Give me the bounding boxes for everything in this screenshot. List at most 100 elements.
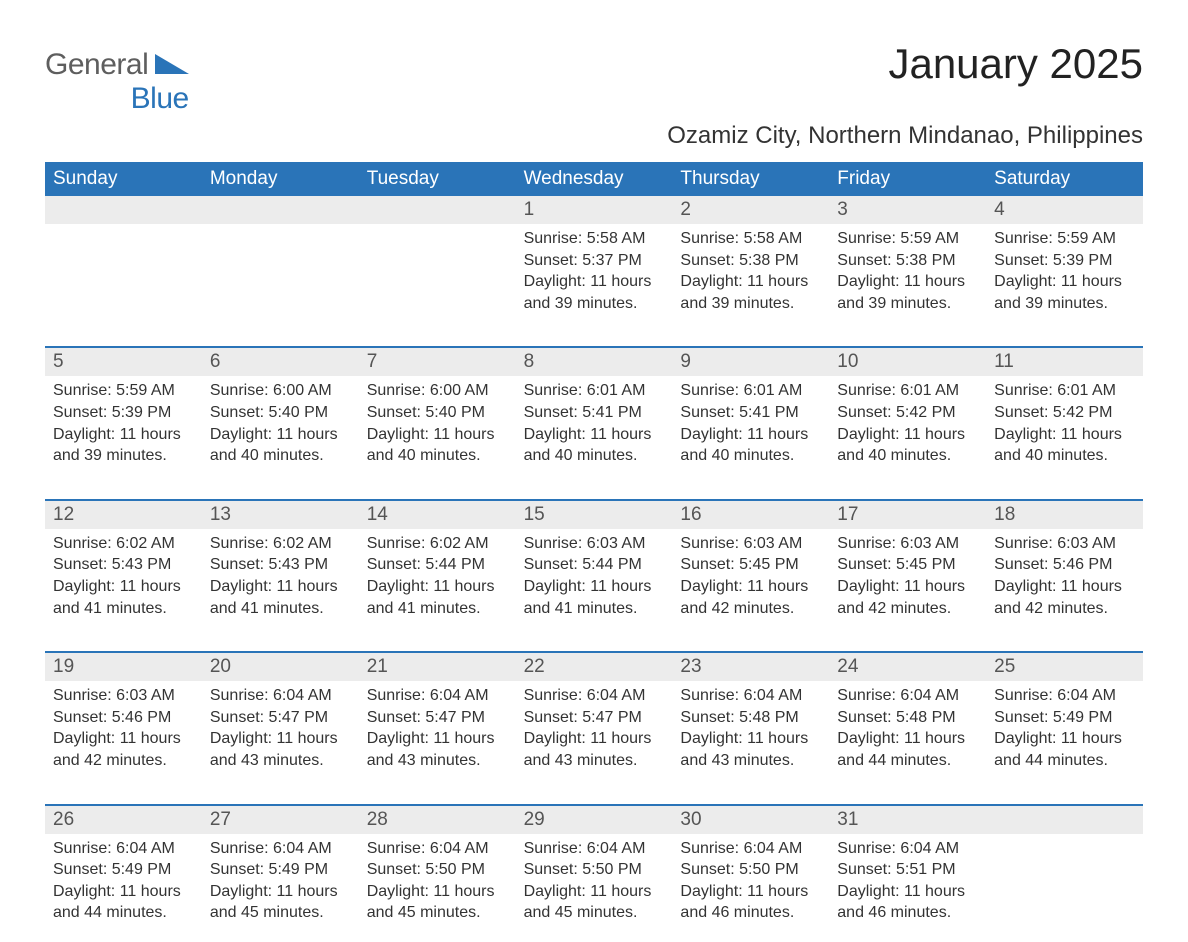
daylight-text: Daylight: 11 hours and 44 minutes. (837, 728, 978, 771)
day-cell: Sunrise: 6:04 AMSunset: 5:47 PMDaylight:… (359, 681, 516, 789)
sunset-text: Sunset: 5:48 PM (680, 707, 821, 729)
day-number: 20 (202, 653, 359, 681)
sunset-text: Sunset: 5:45 PM (680, 554, 821, 576)
day-cell: Sunrise: 5:59 AMSunset: 5:38 PMDaylight:… (829, 224, 986, 332)
daylight-text: Daylight: 11 hours and 43 minutes. (680, 728, 821, 771)
weekday-header: Sunday (45, 162, 202, 196)
day-cell: Sunrise: 5:59 AMSunset: 5:39 PMDaylight:… (986, 224, 1143, 332)
daynum-row: 12131415161718 (45, 499, 1143, 529)
daylight-text: Daylight: 11 hours and 41 minutes. (367, 576, 508, 619)
sunset-text: Sunset: 5:43 PM (210, 554, 351, 576)
day-cell: Sunrise: 6:04 AMSunset: 5:48 PMDaylight:… (829, 681, 986, 789)
day-number: 8 (516, 348, 673, 376)
day-cell: Sunrise: 6:04 AMSunset: 5:47 PMDaylight:… (516, 681, 673, 789)
sunrise-text: Sunrise: 6:04 AM (524, 685, 665, 707)
daylight-text: Daylight: 11 hours and 43 minutes. (210, 728, 351, 771)
day-number: 1 (516, 196, 673, 224)
day-cell: Sunrise: 6:03 AMSunset: 5:45 PMDaylight:… (672, 529, 829, 637)
day-cell: Sunrise: 6:01 AMSunset: 5:42 PMDaylight:… (986, 376, 1143, 484)
day-cell (359, 224, 516, 332)
sunset-text: Sunset: 5:46 PM (994, 554, 1135, 576)
sunrise-text: Sunrise: 5:58 AM (524, 228, 665, 250)
sunset-text: Sunset: 5:50 PM (367, 859, 508, 881)
logo: General Blue (45, 48, 189, 116)
day-number: 4 (986, 196, 1143, 224)
day-number (202, 196, 359, 224)
day-number: 10 (829, 348, 986, 376)
daylight-text: Daylight: 11 hours and 42 minutes. (994, 576, 1135, 619)
sunset-text: Sunset: 5:51 PM (837, 859, 978, 881)
daylight-text: Daylight: 11 hours and 46 minutes. (837, 881, 978, 924)
sunrise-text: Sunrise: 5:58 AM (680, 228, 821, 250)
daylight-text: Daylight: 11 hours and 40 minutes. (367, 424, 508, 467)
daylight-text: Daylight: 11 hours and 45 minutes. (524, 881, 665, 924)
header-row: General Blue January 2025 (45, 40, 1143, 116)
sunset-text: Sunset: 5:37 PM (524, 250, 665, 272)
logo-text-top: General (45, 48, 148, 81)
sunset-text: Sunset: 5:45 PM (837, 554, 978, 576)
sunrise-text: Sunrise: 6:03 AM (524, 533, 665, 555)
day-cell: Sunrise: 6:04 AMSunset: 5:49 PMDaylight:… (202, 834, 359, 942)
daycontent-row: Sunrise: 5:59 AMSunset: 5:39 PM Daylight:… (45, 376, 1143, 484)
sunrise-text: Sunrise: 6:04 AM (994, 685, 1135, 707)
day-cell: Sunrise: 6:04 AMSunset: 5:50 PMDaylight:… (359, 834, 516, 942)
day-cell: Sunrise: 5:58 AMSunset: 5:37 PMDaylight:… (516, 224, 673, 332)
daylight-text: Daylight: 11 hours and 40 minutes. (524, 424, 665, 467)
sunset-text: Sunset: 5:38 PM (680, 250, 821, 272)
sunrise-text: Sunrise: 5:59 AM (994, 228, 1135, 250)
day-cell: Sunrise: 6:02 AMSunset: 5:43 PMDaylight:… (45, 529, 202, 637)
daylight-text: Daylight: 11 hours and 41 minutes. (210, 576, 351, 619)
sunrise-text: Sunrise: 6:01 AM (837, 380, 978, 402)
sunrise-text: Sunrise: 6:03 AM (680, 533, 821, 555)
daylight-text: Daylight: 11 hours and 43 minutes. (524, 728, 665, 771)
sunset-text: Sunset: 5:40 PM (367, 402, 508, 424)
sunset-text: Sunset: 5:42 PM (994, 402, 1135, 424)
sunset-text: Sunset: 5:50 PM (680, 859, 821, 881)
day-number: 27 (202, 806, 359, 834)
day-number: 24 (829, 653, 986, 681)
sunrise-text: Sunrise: 6:04 AM (53, 838, 194, 860)
day-cell: Sunrise: 6:04 AMSunset: 5:49 PMDaylight:… (45, 834, 202, 942)
sunset-text: Sunset: 5:47 PM (210, 707, 351, 729)
day-cell: Sunrise: 6:01 AMSunset: 5:42 PMDaylight:… (829, 376, 986, 484)
day-cell: Sunrise: 6:04 AMSunset: 5:48 PMDaylight:… (672, 681, 829, 789)
day-number: 17 (829, 501, 986, 529)
sunrise-text: Sunrise: 6:02 AM (210, 533, 351, 555)
daylight-text: Daylight: 11 hours and 44 minutes. (53, 881, 194, 924)
day-cell: Sunrise: 6:04 AMSunset: 5:50 PMDaylight:… (672, 834, 829, 942)
day-number: 5 (45, 348, 202, 376)
day-number: 14 (359, 501, 516, 529)
sunrise-text: Sunrise: 6:01 AM (524, 380, 665, 402)
sunset-text: Sunset: 5:41 PM (680, 402, 821, 424)
sunrise-text: Sunrise: 5:59 AM (53, 380, 194, 402)
day-number: 12 (45, 501, 202, 529)
weekday-header: Monday (202, 162, 359, 196)
logo-mark-icon (155, 54, 189, 74)
daylight-text: Daylight: 11 hours and 40 minutes. (837, 424, 978, 467)
sunrise-text: Sunrise: 6:04 AM (680, 838, 821, 860)
weekday-header: Saturday (986, 162, 1143, 196)
day-cell: Sunrise: 6:03 AMSunset: 5:46 PMDaylight:… (45, 681, 202, 789)
daylight-text: Daylight: 11 hours and 44 minutes. (994, 728, 1135, 771)
day-number: 9 (672, 348, 829, 376)
sunset-text: Sunset: 5:39 PM (53, 402, 194, 424)
daynum-row: 262728293031 (45, 804, 1143, 834)
day-number: 28 (359, 806, 516, 834)
sunrise-text: Sunrise: 6:01 AM (994, 380, 1135, 402)
daylight-text: Daylight: 11 hours and 42 minutes. (53, 728, 194, 771)
day-cell: Sunrise: 6:02 AMSunset: 5:43 PMDaylight:… (202, 529, 359, 637)
daycontent-row: Sunrise: 6:04 AMSunset: 5:49 PMDaylight:… (45, 834, 1143, 942)
sunrise-text: Sunrise: 6:00 AM (367, 380, 508, 402)
weekday-header-row: Sunday Monday Tuesday Wednesday Thursday… (45, 162, 1143, 196)
weekday-header: Friday (829, 162, 986, 196)
day-number: 22 (516, 653, 673, 681)
daylight-text: Daylight: 11 hours and 39 minutes. (680, 271, 821, 314)
daycontent-row: Sunrise: 5:58 AMSunset: 5:37 PMDaylight:… (45, 224, 1143, 332)
day-cell: Sunrise: 6:00 AMSunset: 5:40 PMDaylight:… (359, 376, 516, 484)
sunrise-text: Sunrise: 6:04 AM (837, 838, 978, 860)
sunrise-text: Sunrise: 6:00 AM (210, 380, 351, 402)
sunrise-text: Sunrise: 6:04 AM (680, 685, 821, 707)
sunrise-text: Sunrise: 5:59 AM (837, 228, 978, 250)
daylight-text: Daylight: 11 hours and 45 minutes. (210, 881, 351, 924)
sunset-text: Sunset: 5:44 PM (524, 554, 665, 576)
